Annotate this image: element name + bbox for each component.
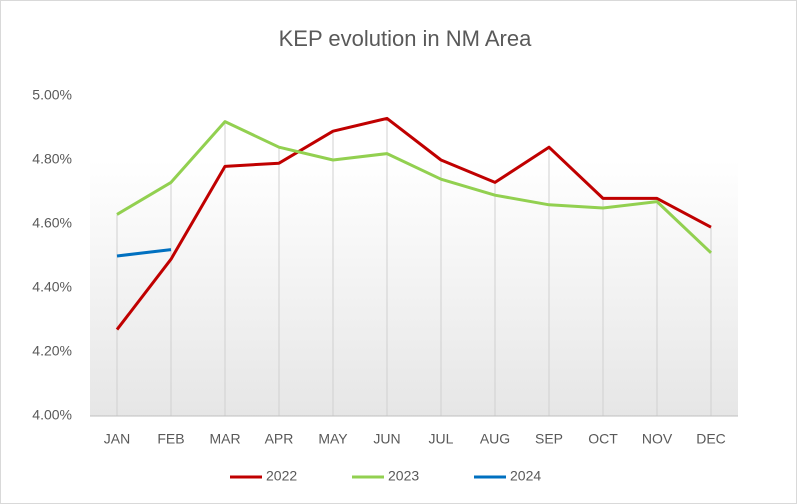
x-tick-label: OCT [588,431,618,447]
y-tick-label: 5.00% [32,87,72,103]
legend-label: 2024 [510,468,541,484]
series-line [116,248,172,258]
y-tick-label: 4.40% [32,279,72,295]
x-tick-label: MAY [318,431,348,447]
y-tick-label: 4.80% [32,151,72,167]
x-tick-label: DEC [696,431,726,447]
x-tick-label: JAN [104,431,130,447]
x-tick-label: NOV [642,431,673,447]
x-tick-label: JUN [373,431,400,447]
x-tick-label: APR [265,431,294,447]
x-tick-label: AUG [480,431,510,447]
x-tick-label: SEP [535,431,563,447]
legend-label: 2022 [266,468,297,484]
plot-background [90,160,738,416]
y-tick-label: 4.60% [32,215,72,231]
x-tick-label: MAR [209,431,240,447]
chart-title: KEP evolution in NM Area [279,26,532,51]
y-tick-label: 4.00% [32,407,72,423]
legend-label: 2023 [388,468,419,484]
y-tick-label: 4.20% [32,343,72,359]
x-tick-label: FEB [157,431,184,447]
series-line [115,116,712,331]
series-line [116,120,713,254]
x-tick-label: JUL [429,431,454,447]
